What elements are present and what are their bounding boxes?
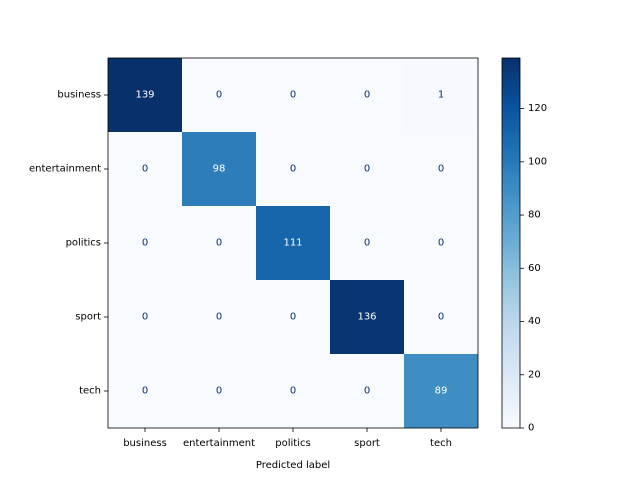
cell-value-label: 111 xyxy=(283,238,302,249)
y-tick-label: entertainment xyxy=(29,164,101,175)
cell-value-label: 0 xyxy=(290,386,296,397)
x-axis-ticks: business entertainment politics sport tech xyxy=(123,428,452,449)
heatmap-cell xyxy=(182,354,256,428)
y-tick-label: politics xyxy=(66,238,101,249)
heatmap-cell xyxy=(330,132,404,206)
y-tick-label: sport xyxy=(75,312,101,323)
y-tick-label: tech xyxy=(79,386,101,397)
colorbar-tick-label: 80 xyxy=(528,210,541,221)
cell-value-label: 0 xyxy=(438,164,444,175)
cell-value-label: 0 xyxy=(216,312,222,323)
cell-value-label: 89 xyxy=(435,386,448,397)
colorbar-tick-label: 40 xyxy=(528,316,541,327)
heatmap-cell xyxy=(256,206,330,280)
cell-value-label: 0 xyxy=(438,312,444,323)
cell-value-label: 0 xyxy=(290,164,296,175)
cell-value-label: 0 xyxy=(364,164,370,175)
heatmap-cell xyxy=(404,354,478,428)
colorbar-tick-label: 0 xyxy=(528,423,534,434)
cell-value-label: 0 xyxy=(216,386,222,397)
heatmap-cells xyxy=(108,58,478,428)
x-tick-label: entertainment xyxy=(183,438,255,449)
heatmap-cell xyxy=(404,280,478,354)
heatmap-cell xyxy=(182,206,256,280)
heatmap-cell xyxy=(108,354,182,428)
heatmap-cell xyxy=(330,58,404,132)
cell-value-label: 0 xyxy=(290,90,296,101)
cell-value-label: 0 xyxy=(364,238,370,249)
heatmap-cell xyxy=(182,132,256,206)
heatmap-cell xyxy=(330,280,404,354)
x-tick-label: sport xyxy=(354,438,380,449)
x-tick-label: tech xyxy=(430,438,452,449)
heatmap-cell xyxy=(256,280,330,354)
x-tick-label: politics xyxy=(275,438,310,449)
cell-value-label: 139 xyxy=(135,90,154,101)
heatmap-cell xyxy=(182,280,256,354)
heatmap-cell xyxy=(256,354,330,428)
cell-value-label: 0 xyxy=(364,90,370,101)
y-tick-label: business xyxy=(57,90,101,101)
heatmap-cell xyxy=(108,206,182,280)
cell-value-label: 1 xyxy=(438,90,444,101)
cell-value-label: 0 xyxy=(142,164,148,175)
colorbar xyxy=(501,57,521,429)
heatmap-cell xyxy=(108,280,182,354)
heatmap-cell xyxy=(182,58,256,132)
x-axis-label: Predicted label xyxy=(256,460,330,471)
heatmap-cell xyxy=(330,206,404,280)
heatmap-cell xyxy=(256,58,330,132)
y-axis-ticks: business entertainment politics sport tech xyxy=(29,90,108,397)
colorbar-tick-label: 120 xyxy=(528,103,547,114)
heatmap-cell xyxy=(256,132,330,206)
cell-value-label: 136 xyxy=(357,312,376,323)
heatmap-cell-labels: 139 0 0 0 1 0 98 0 0 0 0 0 111 0 0 0 0 0 136 0 0 0 0 0 89 xyxy=(135,90,447,397)
cell-value-label: 0 xyxy=(290,312,296,323)
heatmap-cell xyxy=(404,206,478,280)
heatmap-cell xyxy=(108,58,182,132)
cell-value-label: 0 xyxy=(216,90,222,101)
x-tick-label: business xyxy=(123,438,167,449)
heatmap-cell xyxy=(108,132,182,206)
colorbar-tick-label: 60 xyxy=(528,263,541,274)
cell-value-label: 0 xyxy=(216,238,222,249)
colorbar-ticks: 0 20 40 60 80 100 120 xyxy=(520,103,547,434)
colorbar-tick-label: 20 xyxy=(528,369,541,380)
heatmap-cell xyxy=(404,132,478,206)
cell-value-label: 0 xyxy=(142,238,148,249)
cell-value-label: 0 xyxy=(438,238,444,249)
cell-value-label: 0 xyxy=(142,386,148,397)
cell-value-label: 0 xyxy=(364,386,370,397)
heatmap-cell xyxy=(330,354,404,428)
cell-value-label: 0 xyxy=(142,312,148,323)
colorbar-tick-label: 100 xyxy=(528,156,547,167)
cell-value-label: 98 xyxy=(213,164,226,175)
heatmap-cell xyxy=(404,58,478,132)
